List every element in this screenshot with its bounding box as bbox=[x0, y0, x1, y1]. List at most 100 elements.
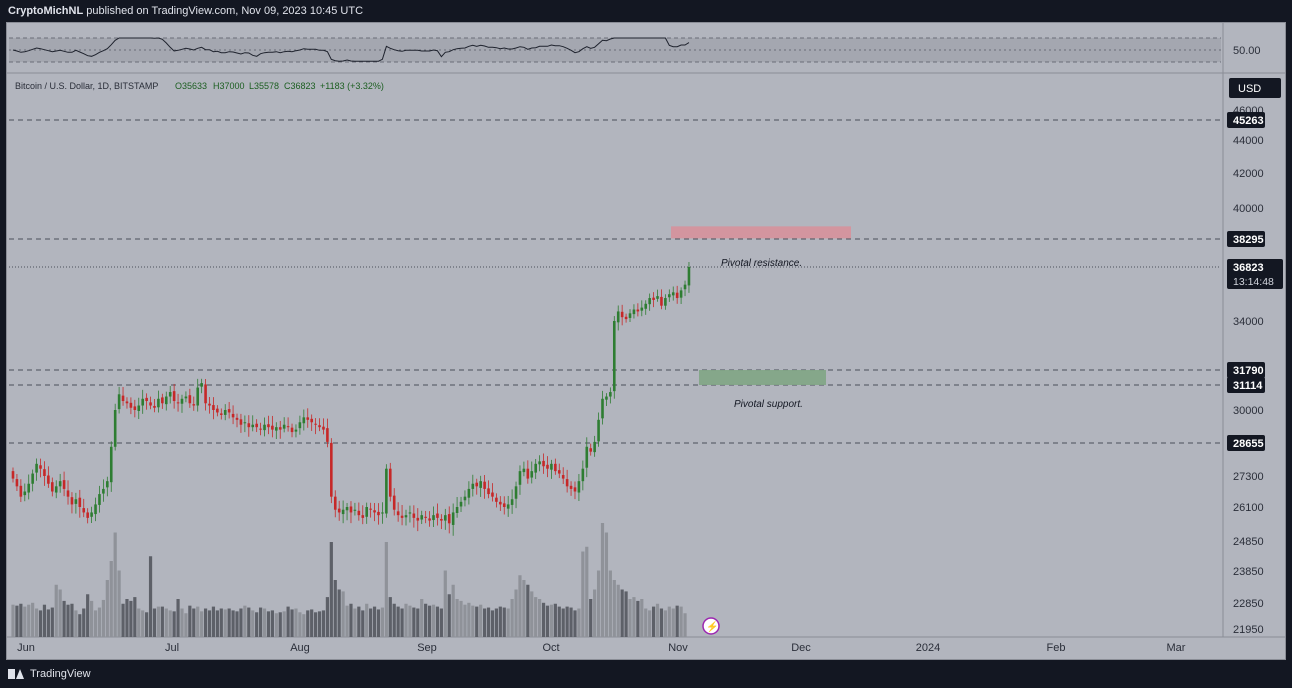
candle[interactable] bbox=[212, 405, 215, 410]
candle[interactable] bbox=[78, 497, 82, 507]
candle[interactable] bbox=[428, 518, 431, 521]
candle[interactable] bbox=[671, 292, 675, 296]
candle[interactable] bbox=[176, 402, 180, 404]
candle[interactable] bbox=[337, 508, 341, 513]
candle[interactable] bbox=[412, 513, 416, 518]
candle[interactable] bbox=[373, 510, 376, 513]
level-price-label[interactable]: 28655 bbox=[1227, 435, 1265, 451]
candle[interactable] bbox=[82, 508, 86, 513]
time-axis[interactable]: Jun Jul Aug Sep Oct Nov Dec 2024 Feb Mar bbox=[17, 642, 1186, 654]
candle[interactable] bbox=[275, 427, 278, 431]
candle[interactable] bbox=[624, 316, 628, 320]
candle[interactable] bbox=[542, 460, 545, 467]
candle[interactable] bbox=[109, 446, 113, 483]
candle[interactable] bbox=[514, 486, 518, 499]
candle[interactable] bbox=[361, 515, 365, 518]
candle[interactable] bbox=[577, 481, 581, 493]
level-price-label[interactable]: 38295 bbox=[1227, 231, 1265, 247]
candle[interactable] bbox=[306, 417, 310, 420]
candle[interactable] bbox=[62, 480, 66, 489]
candle[interactable] bbox=[188, 395, 192, 404]
candle[interactable] bbox=[39, 465, 42, 469]
candle[interactable] bbox=[11, 471, 15, 479]
candle[interactable] bbox=[168, 392, 172, 397]
candle[interactable] bbox=[121, 395, 125, 402]
candle[interactable] bbox=[675, 292, 679, 299]
candle[interactable] bbox=[632, 309, 636, 315]
candle[interactable] bbox=[640, 307, 644, 311]
candle[interactable] bbox=[27, 483, 31, 493]
candle[interactable] bbox=[282, 424, 286, 429]
candle[interactable] bbox=[219, 413, 223, 415]
candle[interactable] bbox=[322, 426, 325, 430]
candle[interactable] bbox=[679, 290, 683, 298]
candle[interactable] bbox=[133, 406, 137, 410]
candle[interactable] bbox=[385, 468, 388, 514]
candle[interactable] bbox=[365, 507, 368, 517]
candle[interactable] bbox=[506, 504, 510, 509]
candle[interactable] bbox=[271, 425, 274, 430]
candle[interactable] bbox=[125, 401, 129, 404]
candle[interactable] bbox=[318, 425, 321, 428]
candle[interactable] bbox=[467, 488, 471, 498]
support-zone[interactable] bbox=[699, 370, 826, 385]
candle[interactable] bbox=[502, 503, 506, 507]
candle[interactable] bbox=[416, 517, 420, 521]
candle[interactable] bbox=[70, 497, 74, 505]
candle[interactable] bbox=[294, 429, 298, 432]
candle[interactable] bbox=[216, 408, 219, 413]
price-axis[interactable]: 4600044000420004000034000300002730026100… bbox=[1227, 105, 1283, 636]
candle[interactable] bbox=[487, 488, 490, 495]
candle[interactable] bbox=[106, 481, 109, 488]
candle[interactable] bbox=[687, 267, 691, 286]
candle[interactable] bbox=[526, 468, 530, 479]
candle[interactable] bbox=[204, 384, 207, 404]
level-price-label[interactable]: 31114 bbox=[1227, 377, 1265, 393]
candle[interactable] bbox=[381, 512, 384, 514]
candle[interactable] bbox=[447, 514, 451, 524]
candle[interactable] bbox=[601, 398, 604, 419]
candle[interactable] bbox=[278, 427, 282, 430]
candle[interactable] bbox=[235, 417, 239, 420]
candle[interactable] bbox=[451, 512, 455, 525]
candle[interactable] bbox=[129, 402, 133, 408]
candle[interactable] bbox=[644, 303, 648, 309]
candle[interactable] bbox=[538, 461, 541, 465]
candle[interactable] bbox=[310, 418, 313, 423]
candle[interactable] bbox=[267, 424, 270, 428]
candle[interactable] bbox=[180, 398, 184, 404]
candle[interactable] bbox=[581, 468, 585, 482]
candle[interactable] bbox=[436, 513, 439, 518]
candle[interactable] bbox=[589, 448, 593, 452]
replay-button[interactable]: ⚡ bbox=[702, 617, 720, 635]
candle[interactable] bbox=[231, 413, 235, 418]
candle[interactable] bbox=[51, 482, 54, 492]
candle[interactable] bbox=[341, 509, 345, 515]
candle[interactable] bbox=[141, 398, 144, 406]
candle[interactable] bbox=[628, 313, 632, 318]
candle[interactable] bbox=[432, 515, 435, 521]
candle[interactable] bbox=[491, 492, 494, 497]
candle[interactable] bbox=[286, 426, 290, 428]
candle[interactable] bbox=[609, 392, 612, 397]
candle[interactable] bbox=[298, 422, 302, 429]
last-price-label[interactable]: 36823 13:14:48 bbox=[1227, 259, 1283, 289]
candle[interactable] bbox=[550, 463, 553, 470]
candle[interactable] bbox=[534, 463, 537, 473]
candle[interactable] bbox=[345, 507, 349, 511]
candle[interactable] bbox=[227, 409, 231, 413]
chart-svg[interactable]: 50.00 4600044000420004000034000300002730… bbox=[7, 23, 1285, 659]
candle[interactable] bbox=[424, 516, 427, 518]
candle[interactable] bbox=[302, 417, 306, 424]
candle[interactable] bbox=[444, 515, 447, 521]
candle[interactable] bbox=[569, 485, 573, 489]
candle[interactable] bbox=[23, 491, 27, 496]
candle[interactable] bbox=[648, 298, 651, 305]
candle[interactable] bbox=[19, 485, 23, 497]
level-price-label[interactable]: 45263 bbox=[1227, 112, 1265, 128]
candle[interactable] bbox=[554, 463, 557, 472]
candle[interactable] bbox=[440, 518, 443, 521]
candle[interactable] bbox=[149, 402, 152, 406]
candle[interactable] bbox=[145, 397, 148, 402]
resistance-zone[interactable] bbox=[671, 226, 851, 239]
